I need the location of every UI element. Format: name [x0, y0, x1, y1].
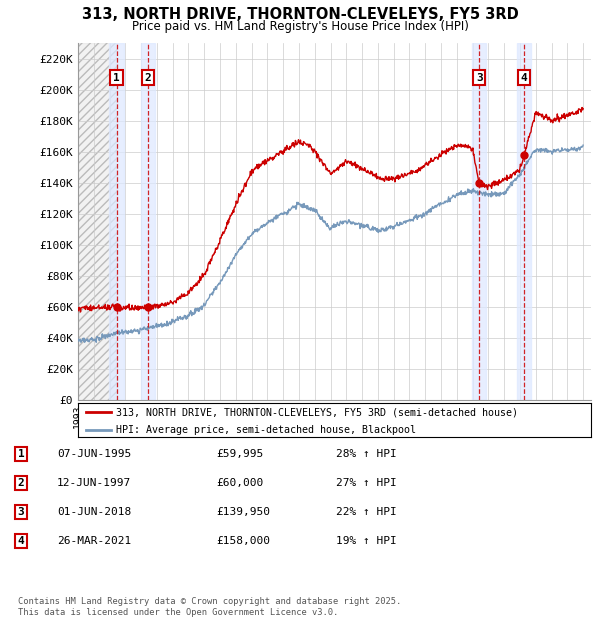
Text: 2: 2 — [17, 478, 25, 488]
Text: £59,995: £59,995 — [216, 449, 263, 459]
Text: 19% ↑ HPI: 19% ↑ HPI — [336, 536, 397, 546]
Text: 01-JUN-2018: 01-JUN-2018 — [57, 507, 131, 517]
Text: 22% ↑ HPI: 22% ↑ HPI — [336, 507, 397, 517]
Bar — [78, 43, 116, 400]
Bar — [109, 43, 124, 400]
Text: 28% ↑ HPI: 28% ↑ HPI — [336, 449, 397, 459]
Text: 4: 4 — [520, 73, 527, 82]
Bar — [517, 43, 531, 400]
Text: Contains HM Land Registry data © Crown copyright and database right 2025.: Contains HM Land Registry data © Crown c… — [18, 597, 401, 606]
Text: Price paid vs. HM Land Registry's House Price Index (HPI): Price paid vs. HM Land Registry's House … — [131, 20, 469, 33]
Text: 3: 3 — [476, 73, 482, 82]
Bar — [78, 43, 116, 400]
Text: £139,950: £139,950 — [216, 507, 270, 517]
Text: 26-MAR-2021: 26-MAR-2021 — [57, 536, 131, 546]
Text: 3: 3 — [17, 507, 25, 517]
Text: 313, NORTH DRIVE, THORNTON-CLEVELEYS, FY5 3RD (semi-detached house): 313, NORTH DRIVE, THORNTON-CLEVELEYS, FY… — [116, 407, 518, 417]
Text: HPI: Average price, semi-detached house, Blackpool: HPI: Average price, semi-detached house,… — [116, 425, 416, 435]
Bar — [141, 43, 155, 400]
Text: 1: 1 — [17, 449, 25, 459]
Text: 4: 4 — [17, 536, 25, 546]
Text: 313, NORTH DRIVE, THORNTON-CLEVELEYS, FY5 3RD: 313, NORTH DRIVE, THORNTON-CLEVELEYS, FY… — [82, 7, 518, 22]
Text: 1: 1 — [113, 73, 120, 82]
Text: 2: 2 — [145, 73, 152, 82]
Text: 07-JUN-1995: 07-JUN-1995 — [57, 449, 131, 459]
Text: £158,000: £158,000 — [216, 536, 270, 546]
Text: This data is licensed under the Open Government Licence v3.0.: This data is licensed under the Open Gov… — [18, 608, 338, 617]
Text: 27% ↑ HPI: 27% ↑ HPI — [336, 478, 397, 488]
Text: 12-JUN-1997: 12-JUN-1997 — [57, 478, 131, 488]
Bar — [472, 43, 487, 400]
Text: £60,000: £60,000 — [216, 478, 263, 488]
